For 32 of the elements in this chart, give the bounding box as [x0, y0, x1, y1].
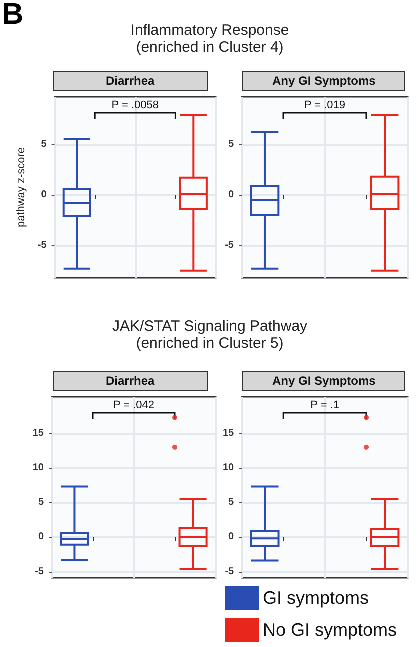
y-tick-label: 5 [38, 497, 44, 508]
text: JAK/STAT Signaling Pathway [111, 318, 309, 335]
y-tick-label: 10 [32, 462, 44, 474]
y-tick-label: 5 [228, 139, 234, 150]
annotation: P = .1 [310, 400, 340, 412]
chart-title: Diarrhea [106, 74, 156, 88]
text: (enriched in Cluster 5) [135, 335, 285, 352]
y-tick-label: -5 [225, 240, 234, 252]
chart-title: Diarrhea [106, 374, 156, 388]
y-axis-title: pathway z-score [16, 147, 28, 228]
y-tick-label: 0 [41, 190, 48, 201]
chart-title: Any GI Symptoms [272, 74, 376, 88]
y-tick-label: 0 [228, 190, 234, 201]
y-tick-label: 15 [223, 428, 235, 440]
annotation: P = .042 [113, 400, 155, 412]
y-tick-label: 15 [32, 428, 44, 440]
y-tick-label: -5 [35, 566, 44, 578]
chart-title: Any GI Symptoms [272, 374, 376, 388]
y-tick-label: 5 [228, 497, 235, 508]
y-tick-label: 5 [41, 139, 48, 150]
y-tick-label: -5 [38, 240, 48, 252]
text: Inflammatory Response [130, 22, 290, 39]
annotation: P = .019 [304, 100, 346, 112]
y-tick-label: 0 [228, 532, 235, 543]
text: (enriched in Cluster 4) [135, 39, 285, 56]
text: B [2, 0, 24, 32]
annotation: P = .0058 [112, 100, 159, 112]
y-tick-label: 10 [223, 462, 235, 474]
legend-label: No GI symptoms [263, 620, 398, 640]
y-tick-label: -5 [225, 566, 235, 578]
legend-label: GI symptoms [263, 588, 370, 608]
y-tick-label: 0 [38, 532, 44, 543]
